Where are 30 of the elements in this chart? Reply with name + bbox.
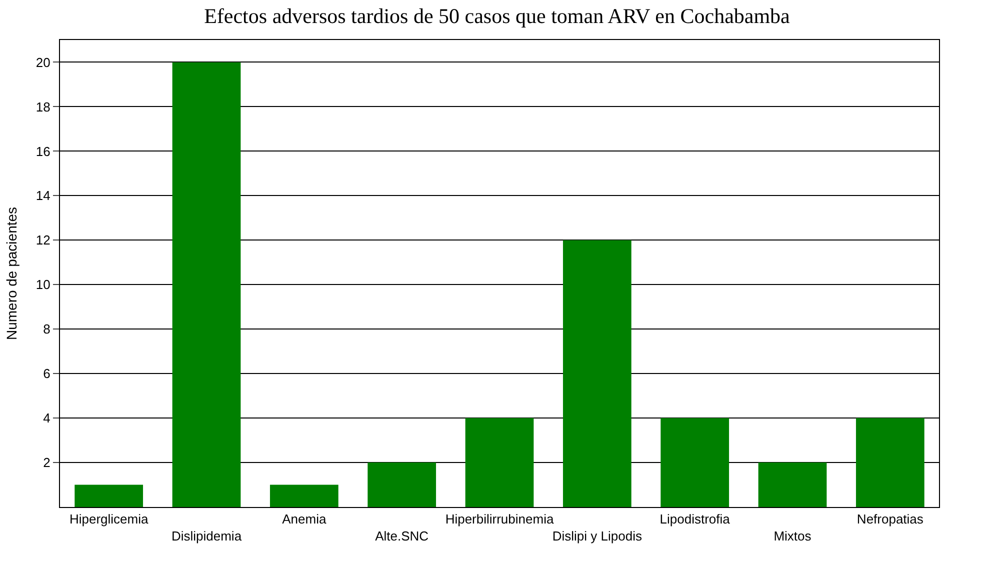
bar <box>74 484 144 507</box>
y-tick-label: 20 <box>36 54 50 70</box>
bar <box>758 462 827 507</box>
bar <box>856 418 924 507</box>
y-tick-label: 8 <box>43 322 50 337</box>
x-tick-label: Dislipidemia <box>171 528 242 544</box>
y-tick-label: 10 <box>36 277 50 292</box>
y-tick-label: 12 <box>36 232 50 248</box>
x-tick-label: Alte.SNC <box>375 528 429 544</box>
x-tick-label: Hiperbilirrubinemia <box>445 512 554 527</box>
bar <box>660 418 730 507</box>
y-tick-label: 18 <box>36 99 50 114</box>
x-tick-label: Hiperglicemia <box>69 512 149 527</box>
chart-title: Efectos adversos tardios de 50 casos que toman ARV en Cochabamba <box>204 4 791 28</box>
y-tick-label: 2 <box>43 455 50 470</box>
bar <box>270 484 338 507</box>
y-tick-label: 6 <box>43 366 50 382</box>
x-tick-label: Anemia <box>282 512 327 527</box>
y-tick-label: 14 <box>36 188 50 204</box>
bar <box>465 418 534 507</box>
x-tick-label: Dislipi y Lipodis <box>552 528 642 544</box>
bar <box>368 462 436 507</box>
y-tick-label: 4 <box>43 410 50 426</box>
x-tick-label: Lipodistrofia <box>660 512 731 527</box>
x-tick-label: Mixtos <box>774 528 812 544</box>
bar <box>562 240 632 507</box>
y-axis-title: Numero de pacientes <box>4 206 20 340</box>
y-tick-label: 16 <box>36 144 50 159</box>
x-tick-label: Nefropatias <box>856 512 924 527</box>
bar <box>172 62 241 507</box>
